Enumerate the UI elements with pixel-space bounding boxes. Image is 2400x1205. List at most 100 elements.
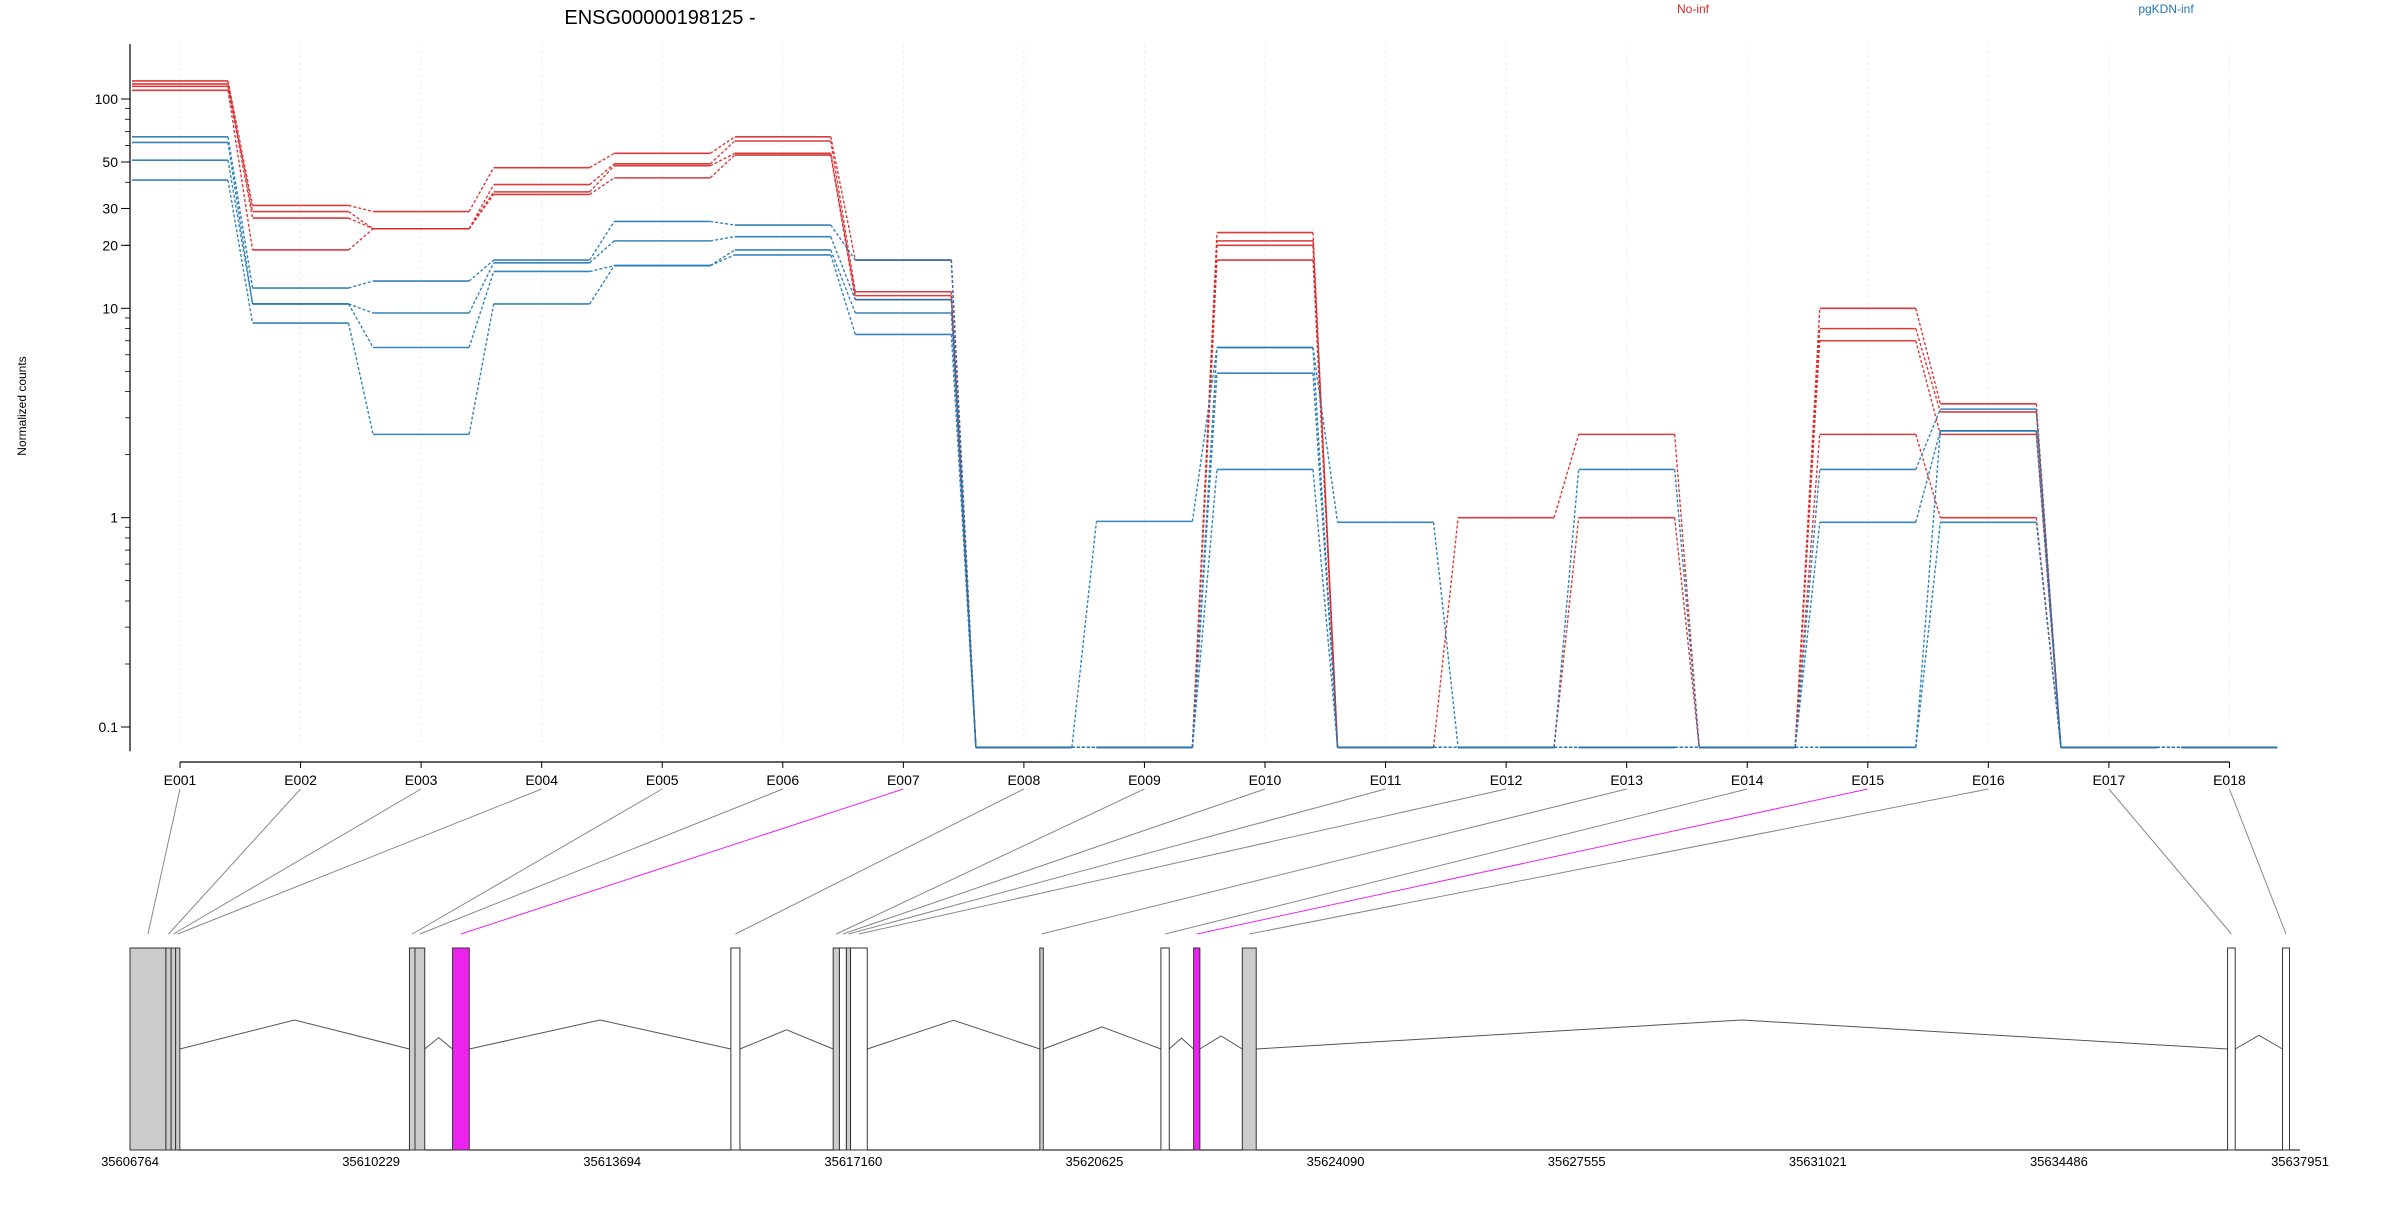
x-tick-label-e013: E013	[1610, 772, 1643, 788]
series-5-connector-9	[1312, 347, 1339, 748]
series-7-connector-3	[589, 265, 615, 305]
series-2-connector-4	[709, 152, 736, 167]
exon-e004	[175, 947, 181, 1151]
series-3-connector-8	[1191, 260, 1218, 748]
exon-e014	[1160, 947, 1170, 1151]
series-3-connector-2	[468, 194, 495, 230]
x-tick-label-e009: E009	[1128, 772, 1161, 788]
connector-e013	[1041, 788, 1627, 935]
legend-label-no-inf: No-inf	[1677, 2, 1710, 16]
series-2-connector-1	[348, 217, 374, 230]
coordinate-label-7: 35631021	[1789, 1154, 1847, 1169]
exon-connectors	[147, 788, 2287, 935]
series-2-connector-13	[1794, 340, 1821, 748]
connector-e015	[1196, 788, 1868, 935]
series-6-connector-5	[830, 249, 856, 314]
series-3-connector-0	[227, 90, 254, 251]
exon-e018	[2282, 947, 2290, 1151]
exon-e005	[408, 947, 416, 1151]
exon-e007	[452, 947, 470, 1151]
series-0-connector-0	[227, 80, 254, 206]
series-1-connector-4	[709, 140, 736, 165]
connector-e018	[2228, 788, 2287, 935]
x-tick-label-e004: E004	[525, 772, 558, 788]
series-5-connector-3	[589, 240, 615, 264]
y-tick-label-1: 1	[110, 510, 118, 526]
series-3-connector-4	[709, 154, 736, 179]
exon-e016	[1241, 947, 1257, 1151]
series-4-connector-2	[468, 259, 495, 282]
connector-e001	[147, 788, 181, 935]
y-tick-label-5: 50	[102, 154, 118, 170]
series-7-connector-15	[2035, 522, 2062, 748]
intron-3	[179, 1019, 410, 1050]
series-5-connector-1	[348, 303, 374, 314]
series-7-connector-6	[950, 334, 977, 748]
series-4-connector-14	[1915, 408, 1941, 470]
x-tick-label-e007: E007	[887, 772, 920, 788]
series-4-connector-10	[1432, 522, 1459, 748]
x-tick-label-e012: E012	[1490, 772, 1523, 788]
exon-e010	[838, 947, 847, 1151]
x-tick-label-e018: E018	[2213, 772, 2246, 788]
y-tick-label-3: 20	[102, 237, 118, 253]
connector-e004	[177, 788, 542, 935]
y-tick-label-4: 30	[102, 200, 118, 216]
axes: E001 E002 E003 E004 E005 E006 E007 E008 E009 E010…	[95, 44, 2246, 788]
series-5-connector-4	[710, 235, 735, 242]
x-tick-label-e005: E005	[646, 772, 679, 788]
coordinate-label-1: 35610229	[342, 1154, 400, 1169]
series-2-connector-14	[1915, 340, 1942, 435]
exon-e008	[730, 947, 741, 1151]
coordinate-label-4: 35620625	[1066, 1154, 1124, 1169]
series-4-connector-7	[1071, 521, 1098, 748]
series-0-connector-13	[1794, 308, 1821, 748]
series-6-connector-14	[1915, 430, 1942, 748]
x-tick-label-e006: E006	[766, 772, 799, 788]
gridlines	[179, 44, 2230, 742]
series-lines	[132, 80, 2278, 749]
exon-e002	[165, 947, 172, 1151]
intron-16	[2234, 1034, 2283, 1050]
series-2-connector-11	[1553, 517, 1580, 748]
series-5-connector-5	[830, 236, 856, 300]
series-5-connector-13	[1794, 522, 1821, 748]
coordinate-label-9: 35637951	[2271, 1154, 2329, 1169]
intron-14	[1199, 1035, 1243, 1050]
exon-e015	[1193, 947, 1201, 1151]
coordinate-label-3: 35617160	[824, 1154, 882, 1169]
x-tick-label-e001: E001	[164, 772, 197, 788]
series-7-connector-4	[709, 254, 736, 267]
series-7-connector-5	[830, 254, 857, 335]
series-0-connector-5	[830, 136, 857, 261]
coordinate-label-2: 35613694	[583, 1154, 641, 1169]
y-tick-label-2: 10	[102, 300, 118, 316]
series-7-connector-0	[227, 179, 254, 324]
series-3-connector-9	[1312, 260, 1339, 748]
intron-11	[867, 1019, 1040, 1050]
x-tick-label-e016: E016	[1972, 772, 2005, 788]
intron-7	[739, 1029, 834, 1050]
intron-12	[1043, 1026, 1162, 1050]
legend-label-pgkdn-inf: pgKDN-inf	[2138, 2, 2194, 16]
exon-e012	[850, 947, 868, 1151]
series-6-connector-8	[1191, 373, 1218, 748]
exon-e009	[832, 947, 840, 1151]
x-tick-label-e014: E014	[1731, 772, 1764, 788]
series-4-connector-5	[830, 224, 856, 261]
exon-e001	[129, 947, 167, 1151]
x-tick-label-e017: E017	[2093, 772, 2126, 788]
coordinate-label-0: 35606764	[101, 1154, 159, 1169]
connector-e007	[460, 788, 904, 935]
series-0-connector-2	[468, 167, 495, 212]
exon-e013	[1039, 947, 1044, 1151]
series-7-connector-9	[1312, 469, 1339, 748]
exon-e017	[2227, 947, 2236, 1151]
intron-15	[1256, 1019, 2228, 1050]
connector-e012	[858, 788, 1507, 935]
series-3-connector-5	[830, 154, 857, 300]
series-0-connector-14	[1915, 308, 1942, 404]
gene-model: 35606764 35610229 35613694 35617160 35620625…	[101, 947, 2329, 1169]
connector-e016	[1249, 788, 1989, 935]
